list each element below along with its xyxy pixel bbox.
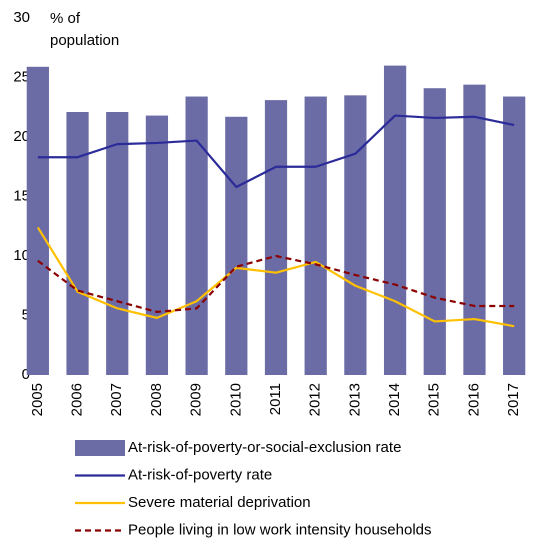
bar xyxy=(463,84,486,375)
bar xyxy=(145,115,169,375)
bar xyxy=(26,66,49,375)
bar xyxy=(264,100,288,376)
y-tick-label: 25 xyxy=(13,68,30,85)
x-tick-label: 2007 xyxy=(108,383,125,416)
bar xyxy=(185,96,208,375)
y-tick-label: 0 xyxy=(22,366,30,383)
x-tick-label: 2017 xyxy=(505,383,522,416)
x-tick-label: 2011 xyxy=(267,383,284,415)
bar xyxy=(423,88,446,376)
bar xyxy=(106,112,129,375)
x-tick-label: 2015 xyxy=(426,383,443,416)
bar xyxy=(304,96,327,375)
y-tick-label: 5 xyxy=(22,306,30,323)
bar xyxy=(225,116,248,376)
x-tick-label: 2016 xyxy=(465,383,482,416)
y-tick-label: 15 xyxy=(13,187,30,204)
x-tick-label: 2005 xyxy=(29,383,46,416)
line xyxy=(37,114,515,189)
x-tick-label: 2014 xyxy=(386,383,403,416)
y-axis-title: % of population xyxy=(50,10,120,49)
legend-swatch xyxy=(75,440,125,456)
x-tick-label: 2008 xyxy=(148,383,165,416)
line xyxy=(36,226,515,328)
y-tick-label: 30 xyxy=(13,9,30,26)
bar xyxy=(344,95,367,375)
x-tick-label: 2009 xyxy=(188,383,205,416)
y-tick-label: 20 xyxy=(13,128,30,145)
legend-label: At-risk-of-poverty rate xyxy=(128,466,272,483)
legend-label: At-risk-of-poverty-or-social-exclusion r… xyxy=(128,439,401,456)
x-tick-label: 2006 xyxy=(69,383,86,416)
bar xyxy=(66,112,89,375)
x-tick-label: 2010 xyxy=(227,383,244,416)
legend-label: Severe material deprivation xyxy=(128,494,311,511)
bar xyxy=(383,65,407,375)
bar xyxy=(503,96,526,375)
y-tick-label: 10 xyxy=(13,247,30,264)
x-tick-label: 2012 xyxy=(307,383,324,416)
line xyxy=(37,254,515,314)
legend-label: People living in low work intensity hous… xyxy=(128,521,432,538)
x-tick-label: 2013 xyxy=(346,383,363,416)
